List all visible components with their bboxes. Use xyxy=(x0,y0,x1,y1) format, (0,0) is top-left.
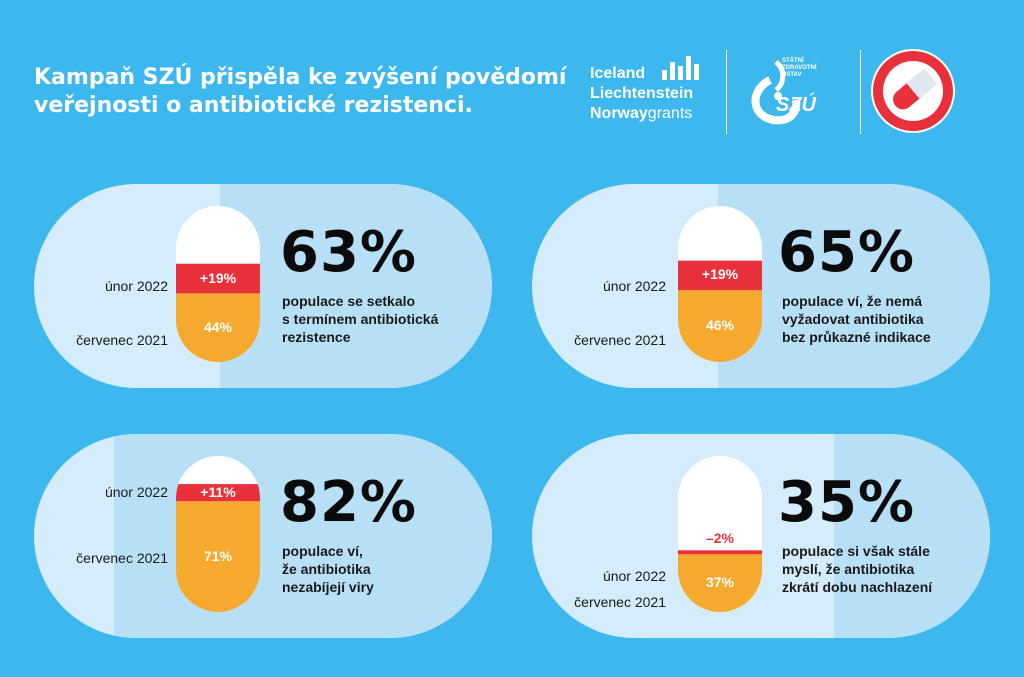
szu-small-3: ÚSTAV xyxy=(782,72,802,78)
description-line-2: že antibiotika xyxy=(282,561,371,577)
stat-card-1: únor 2022 červenec 2021 +19% 44% 63% pop… xyxy=(34,184,492,388)
eea-mark-icon xyxy=(662,56,699,80)
card-background xyxy=(532,184,990,388)
pill-base-segment xyxy=(176,501,260,612)
eea-line-1: Iceland xyxy=(590,65,646,82)
doctor-trust-badge-icon xyxy=(871,49,955,133)
label-feb-2022: únor 2022 xyxy=(602,278,666,294)
eea-grants-logo: Iceland Liechtenstein Norwaygrants xyxy=(590,64,693,124)
szu-small-1: STÁTNÍ xyxy=(782,58,804,64)
szu-logo-icon xyxy=(751,60,801,125)
szu-big-text: SZÚ xyxy=(776,94,816,116)
label-jul-2021: červenec 2021 xyxy=(574,332,666,348)
change-value-label: +19% xyxy=(701,266,739,283)
description: populace ví, že antibiotika nezabíjejí v… xyxy=(282,542,374,596)
stat-card-4: únor 2022 červenec 2021 –2% 37% 35% popu… xyxy=(532,434,990,638)
change-value-label: +11% xyxy=(200,483,236,500)
label-feb-2022: únor 2022 xyxy=(602,568,666,584)
label-jul-2021: červenec 2021 xyxy=(76,332,168,348)
description-line-2: myslí, že antibiotika xyxy=(782,561,915,577)
change-value-label: –2% xyxy=(705,530,735,547)
pill-change-segment xyxy=(678,260,762,291)
title-line-1: Kampaň SZÚ přispěla ke zvýšení povědomí xyxy=(34,65,567,90)
pill-base-segment xyxy=(678,290,762,362)
change-value-label: +19% xyxy=(199,269,237,286)
total-percent: 35% xyxy=(778,470,916,535)
description-line-2: vyžadovat antibiotika xyxy=(782,311,924,327)
total-percent: 65% xyxy=(778,220,916,285)
title-line-2: veřejnosti o antibiotické rezistenci. xyxy=(34,93,473,118)
stat-card-3: únor 2022 červenec 2021 +11% 71% 82% pop… xyxy=(34,434,492,638)
eea-line-2: Liechtenstein xyxy=(590,85,694,102)
total-percent: 82% xyxy=(280,470,418,535)
base-value-label: 71% xyxy=(203,547,233,564)
card-mid-part xyxy=(834,434,990,638)
pill-base-segment xyxy=(176,293,260,362)
base-value-label: 37% xyxy=(705,574,735,591)
card-mid-part xyxy=(718,184,990,388)
description: populace se setkalo s termínem antibioti… xyxy=(282,292,438,346)
label-jul-2021: červenec 2021 xyxy=(574,594,666,610)
description-line-3: rezistence xyxy=(282,329,351,345)
pill-change-segment xyxy=(176,263,260,294)
stat-card-2: únor 2022 červenec 2021 +19% 46% 65% pop… xyxy=(532,184,990,388)
card-background xyxy=(34,434,492,638)
base-value-label: 46% xyxy=(705,317,735,334)
description-line-1: populace ví, xyxy=(282,543,363,559)
card-background xyxy=(532,434,990,638)
logo-divider-1 xyxy=(726,50,727,134)
logo-divider-2 xyxy=(860,50,861,134)
szu-small-2: ZDRAVOTNÍ xyxy=(782,65,817,71)
card-mid-part xyxy=(114,434,492,638)
page-title: Kampaň SZÚ přispěla ke zvýšení povědomí … xyxy=(34,64,594,120)
eea-line-3: Norway xyxy=(590,105,648,122)
eea-grants-word: grants xyxy=(647,105,693,122)
description: populace ví, že nemá vyžadovat antibioti… xyxy=(782,292,931,346)
pill-change-segment xyxy=(176,484,260,502)
logo-bar: Iceland Liechtenstein Norwaygrants STÁTN… xyxy=(590,44,990,136)
description-line-3: nezabíjejí viry xyxy=(282,579,374,595)
card-mid-part xyxy=(220,184,492,388)
description-line-1: populace si však stále xyxy=(782,543,930,559)
description-line-3: zkrátí dobu nachlazení xyxy=(782,579,933,595)
szu-small-text: STÁTNÍ ZDRAVOTNÍ ÚSTAV xyxy=(782,58,817,79)
description: populace si však stále myslí, že antibio… xyxy=(782,542,932,596)
label-feb-2022: únor 2022 xyxy=(104,278,168,294)
label-feb-2022: únor 2022 xyxy=(104,484,168,500)
card-background xyxy=(34,184,492,388)
description-line-1: populace se setkalo xyxy=(282,293,416,309)
total-percent: 63% xyxy=(280,220,418,285)
description-line-2: s termínem antibiotická xyxy=(282,311,439,327)
description-line-1: populace ví, že nemá xyxy=(782,293,923,309)
base-value-label: 44% xyxy=(203,318,233,335)
label-jul-2021: červenec 2021 xyxy=(76,550,168,566)
pill-change-segment xyxy=(678,550,762,555)
description-line-3: bez průkazné indikace xyxy=(782,329,931,345)
